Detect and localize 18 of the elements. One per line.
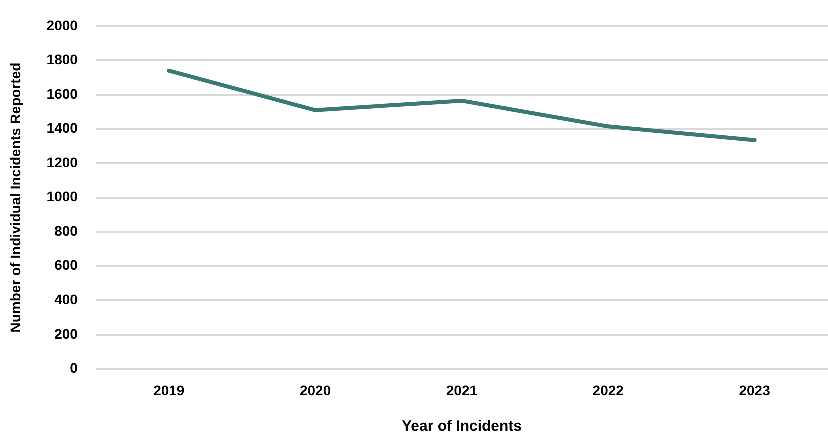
y-tick-label: 600 (54, 257, 78, 274)
x-tick-label: 2023 (739, 382, 771, 398)
x-tick-label: 2019 (154, 382, 185, 398)
y-axis-title: Number of Individual Incidents Reported (7, 62, 24, 333)
x-tick-label: 2021 (446, 382, 478, 398)
y-tick-label: 200 (54, 326, 78, 342)
y-tick-label: 800 (54, 222, 78, 239)
y-tick-label: 1600 (46, 86, 78, 102)
y-tick-label: 1400 (46, 120, 78, 136)
y-tick-label: 0 (70, 360, 78, 376)
x-tick-label: 2020 (300, 382, 332, 398)
y-tick-label: 1000 (46, 188, 78, 205)
y-tick-label: 400 (54, 292, 78, 308)
y-tick-label: 1200 (46, 154, 78, 170)
y-tick-label: 1800 (46, 52, 78, 68)
x-axis-title: Year of Incidents (402, 418, 522, 436)
y-tick-label: 2000 (46, 17, 78, 34)
x-tick-label: 2022 (592, 382, 624, 398)
